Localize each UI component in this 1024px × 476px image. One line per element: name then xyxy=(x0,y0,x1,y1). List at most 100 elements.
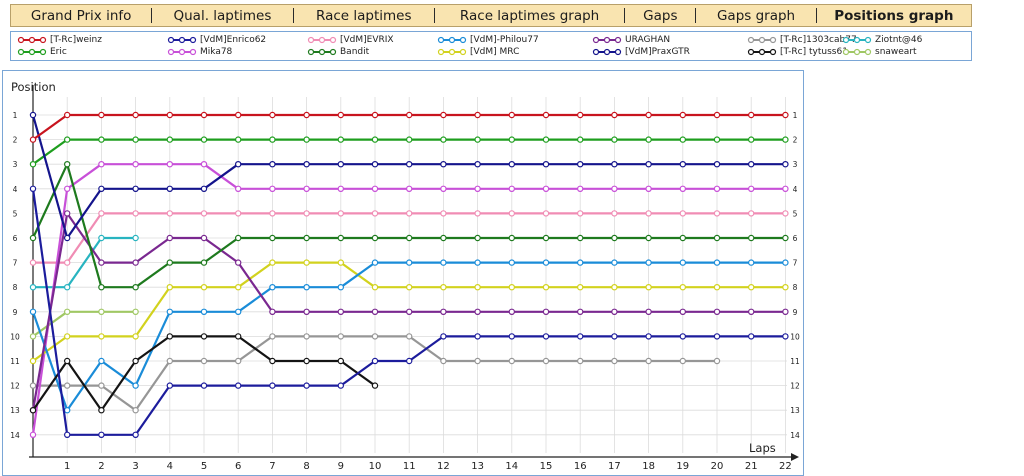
legend-swatch-icon xyxy=(167,36,197,44)
data-point xyxy=(371,111,379,119)
data-point xyxy=(679,136,687,143)
data-point xyxy=(542,333,550,340)
tab-gaps-graph[interactable]: Gaps graph xyxy=(716,7,796,24)
data-point xyxy=(303,357,310,365)
legend-item-vdm-evrix: [VdM]EVRIX xyxy=(307,34,394,46)
x-tick-label: 11 xyxy=(403,461,416,472)
data-point xyxy=(303,283,310,291)
legend-swatch-icon xyxy=(167,48,197,56)
data-point xyxy=(782,308,789,315)
data-point xyxy=(474,259,481,266)
data-point xyxy=(371,259,379,266)
tab-race-laptimes-graph[interactable]: Race laptimes graph xyxy=(459,7,600,24)
series-vdm-enrico62 xyxy=(29,185,789,438)
tab-positions-graph[interactable]: Positions graph xyxy=(834,7,954,24)
data-point xyxy=(29,357,37,365)
data-point xyxy=(679,308,687,315)
tab-separator xyxy=(151,8,153,23)
data-point xyxy=(782,136,789,143)
data-point xyxy=(645,283,652,291)
data-point xyxy=(748,111,755,119)
data-point xyxy=(748,308,755,315)
data-point xyxy=(611,283,618,291)
data-point xyxy=(166,210,173,217)
tab-grand-prix-info[interactable]: Grand Prix info xyxy=(30,7,132,24)
data-point xyxy=(234,357,242,365)
data-point xyxy=(508,333,515,340)
x-tick-label: 5 xyxy=(201,461,207,472)
data-point xyxy=(234,283,242,291)
data-point xyxy=(645,333,652,340)
tab-qual-laptimes[interactable]: Qual. laptimes xyxy=(173,7,272,24)
x-tick-label: 21 xyxy=(745,461,758,472)
legend-swatch-icon xyxy=(747,48,777,56)
x-tick-label: 10 xyxy=(369,461,382,472)
data-point xyxy=(337,136,344,143)
data-point xyxy=(132,136,139,143)
data-point xyxy=(371,185,379,193)
legend-label: [T-Rc]weinz xyxy=(50,35,102,45)
y-tick-label-right: 8 xyxy=(793,283,798,292)
series-line xyxy=(32,310,136,338)
data-point xyxy=(371,382,379,389)
tab-separator xyxy=(695,8,697,23)
data-point xyxy=(406,333,413,340)
data-point xyxy=(63,160,71,168)
data-point xyxy=(611,308,618,315)
data-point xyxy=(679,333,687,340)
data-point xyxy=(200,111,208,119)
data-point xyxy=(132,160,139,168)
data-point xyxy=(98,431,105,438)
data-point xyxy=(645,136,652,143)
data-point xyxy=(29,136,37,143)
data-point xyxy=(440,259,447,266)
y-tick-label-left: 3 xyxy=(13,160,18,169)
data-point xyxy=(98,308,105,315)
tab-race-laptimes[interactable]: Race laptimes xyxy=(315,7,412,24)
data-point xyxy=(406,111,413,119)
data-point xyxy=(542,185,550,193)
data-point xyxy=(269,357,276,365)
series-vdm-praxgtr xyxy=(29,111,789,242)
x-tick-label: 13 xyxy=(471,461,484,472)
data-point xyxy=(303,160,310,168)
data-point xyxy=(611,259,618,266)
data-point xyxy=(406,308,413,315)
data-point xyxy=(645,308,652,315)
data-point xyxy=(166,283,173,291)
legend-swatch-icon xyxy=(437,48,467,56)
data-point xyxy=(474,283,481,291)
data-point xyxy=(200,160,208,168)
data-point xyxy=(508,283,515,291)
data-point xyxy=(440,234,447,242)
y-tick-label-right: 12 xyxy=(790,382,800,391)
data-point xyxy=(234,308,242,315)
legend-swatch-icon xyxy=(842,48,872,56)
data-point xyxy=(679,234,687,242)
data-point xyxy=(63,283,71,291)
data-point xyxy=(303,333,310,340)
data-point xyxy=(508,234,515,242)
y-tick-label-right: 10 xyxy=(790,332,800,341)
data-point xyxy=(303,136,310,143)
data-point xyxy=(29,407,37,414)
data-point xyxy=(166,259,173,266)
data-point xyxy=(234,160,242,168)
data-point xyxy=(200,136,208,143)
data-point xyxy=(645,185,652,193)
data-point xyxy=(337,382,344,389)
data-point xyxy=(782,259,789,266)
y-tick-label-left: 11 xyxy=(10,357,20,366)
data-point xyxy=(132,407,139,414)
legend-item-t-rc-weinz: [T-Rc]weinz xyxy=(17,34,102,46)
data-point xyxy=(29,431,37,438)
tab-separator xyxy=(624,8,626,23)
data-point xyxy=(337,234,344,242)
x-tick-label: 20 xyxy=(711,461,724,472)
legend-swatch-icon xyxy=(307,36,337,44)
tab-gaps[interactable]: Gaps xyxy=(643,7,678,24)
series-vdm-mrc xyxy=(29,259,789,365)
data-point xyxy=(679,259,687,266)
series-vdm-evrix xyxy=(29,210,789,266)
x-tick-label: 8 xyxy=(303,461,309,472)
